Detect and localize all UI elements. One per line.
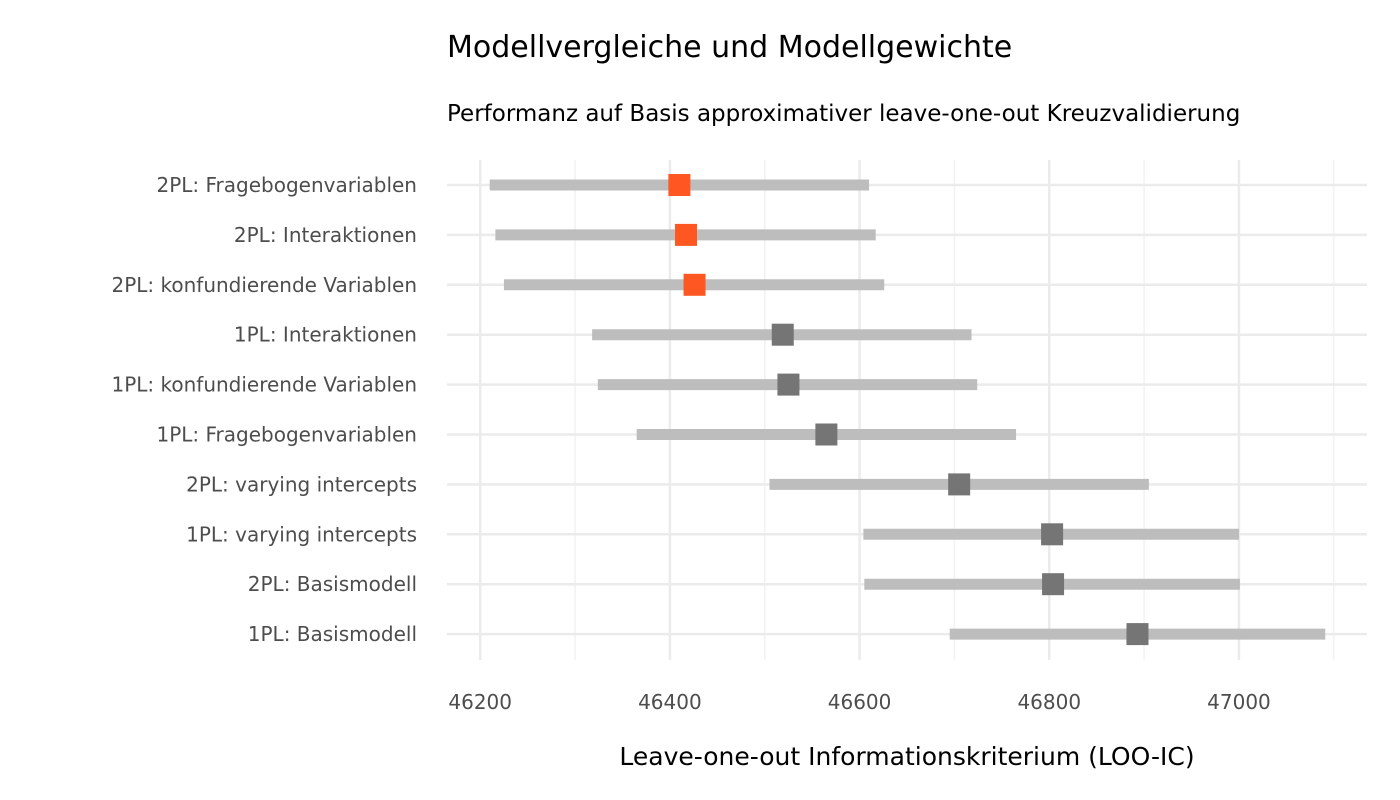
- estimate-point: [815, 423, 838, 446]
- estimate-point: [771, 323, 794, 346]
- estimate-point: [948, 473, 971, 496]
- y-axis-labels: 2PL: Fragebogenvariablen 2PL: Interaktion…: [111, 173, 417, 646]
- y-tick-label: 1PL: konfundierende Variablen: [111, 373, 417, 397]
- x-tick-label: 47000: [1207, 690, 1271, 714]
- interval-layer: [489, 179, 1326, 640]
- x-tick-label: 46600: [828, 690, 892, 714]
- x-tick-label: 46400: [638, 690, 702, 714]
- y-tick-label: 2PL: Fragebogenvariablen: [156, 173, 417, 197]
- x-axis-title: Leave-one-out Informationskriterium (LOO…: [619, 742, 1194, 771]
- estimate-point: [777, 373, 800, 396]
- estimate-point: [1041, 523, 1064, 546]
- y-tick-label: 2PL: Basismodell: [248, 572, 417, 596]
- estimate-point: [1126, 623, 1149, 646]
- y-tick-label: 2PL: Interaktionen: [234, 223, 417, 247]
- chart-title: Modellvergleiche und Modellgewichte: [447, 30, 1012, 65]
- y-tick-label: 2PL: varying intercepts: [186, 472, 417, 496]
- estimate-point: [668, 174, 691, 196]
- estimate-point: [675, 223, 698, 246]
- x-axis-labels: 46200 46400 46600 46800 47000: [448, 690, 1270, 714]
- y-tick-label: 1PL: Fragebogenvariablen: [156, 423, 417, 447]
- chart-subtitle: Performanz auf Basis approximativer leav…: [447, 101, 1240, 127]
- point-layer: [668, 174, 1149, 646]
- x-tick-label: 46200: [448, 690, 512, 714]
- y-tick-label: 1PL: varying intercepts: [186, 522, 417, 546]
- estimate-point: [683, 273, 706, 296]
- x-tick-label: 46800: [1017, 690, 1081, 714]
- y-tick-label: 1PL: Interaktionen: [234, 323, 417, 347]
- y-tick-label: 2PL: konfundierende Variablen: [111, 273, 417, 297]
- y-tick-label: 1PL: Basismodell: [248, 622, 417, 646]
- estimate-point: [1042, 573, 1065, 596]
